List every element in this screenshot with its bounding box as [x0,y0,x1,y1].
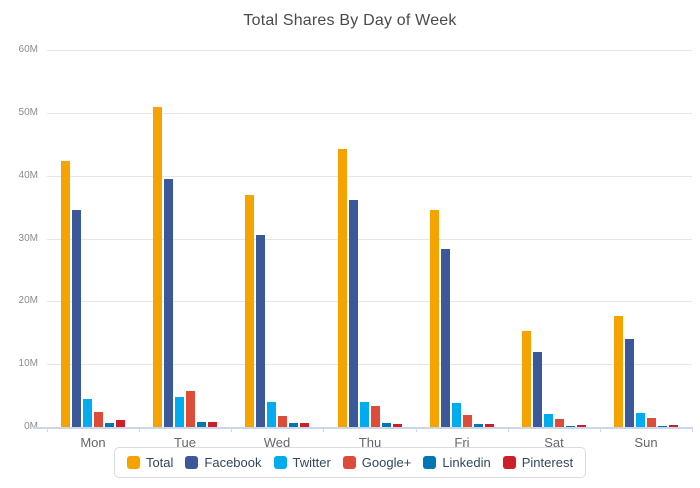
legend-swatch-icon [342,456,356,469]
bar-pinterest-wed[interactable] [300,423,309,427]
bar-facebook-tue[interactable] [164,179,173,427]
bar-linkedin-fri[interactable] [474,424,483,427]
gridline [47,301,692,302]
bar-total-sun[interactable] [614,316,623,427]
bar-facebook-sun[interactable] [625,339,634,427]
y-axis-label: 40M [18,170,38,181]
y-axis-label: 30M [18,233,38,244]
bar-twitter-sat[interactable] [544,414,553,427]
y-axis-label: 0M [24,421,38,432]
bar-pinterest-thu[interactable] [393,424,402,427]
x-axis-tick [231,428,232,432]
bar-googleplus-sun[interactable] [647,418,656,427]
bar-linkedin-sun[interactable] [658,426,667,427]
x-axis-tick [692,428,693,432]
legend-item-twitter[interactable]: Twitter [273,455,331,470]
legend-item-facebook[interactable]: Facebook [185,455,262,470]
legend-item-googleplus[interactable]: Google+ [342,455,412,470]
bar-googleplus-tue[interactable] [186,391,195,427]
x-axis-label-wed: Wed [263,435,291,450]
bar-googleplus-sat[interactable] [555,419,564,427]
bar-facebook-sat[interactable] [533,352,542,427]
bar-twitter-fri[interactable] [452,403,461,427]
legend-label: Pinterest [521,455,574,470]
bar-pinterest-sun[interactable] [669,425,678,427]
x-axis-tick [47,428,48,432]
legend-label: Total [145,455,174,470]
bar-facebook-mon[interactable] [72,210,81,427]
gridline [47,176,692,177]
legend-label: Twitter [292,455,331,470]
bar-total-sat[interactable] [522,331,531,427]
x-axis-line [33,427,693,429]
legend-swatch-icon [185,456,199,469]
bar-twitter-tue[interactable] [175,397,184,427]
x-axis-tick [323,428,324,432]
bar-linkedin-mon[interactable] [105,423,114,427]
legend-item-pinterest[interactable]: Pinterest [502,455,574,470]
legend: Total Facebook Twitter Google+ Linkedin Pinte… [0,447,700,478]
legend-label: Facebook [204,455,262,470]
bar-total-fri[interactable] [430,210,439,427]
legend-swatch-icon [273,456,287,469]
bar-total-thu[interactable] [338,149,347,427]
bar-linkedin-sat[interactable] [566,426,575,427]
legend-box: Total Facebook Twitter Google+ Linkedin Pinte… [113,447,587,478]
bar-twitter-thu[interactable] [360,402,369,427]
x-axis-label-thu: Thu [358,435,382,450]
x-axis-label-tue: Tue [174,435,196,450]
gridline [47,364,692,365]
bar-googleplus-fri[interactable] [463,415,472,427]
bar-googleplus-mon[interactable] [94,412,103,427]
legend-swatch-icon [126,456,140,469]
y-axis-label: 20M [18,295,38,306]
legend-item-linkedin[interactable]: Linkedin [423,455,491,470]
bar-facebook-fri[interactable] [441,249,450,427]
x-axis-label-mon: Mon [80,435,106,450]
x-axis-label-sun: Sun [634,435,658,450]
y-axis-label: 10M [18,358,38,369]
bar-pinterest-tue[interactable] [208,422,217,427]
bar-pinterest-sat[interactable] [577,425,586,427]
x-axis-tick [416,428,417,432]
legend-swatch-icon [423,456,437,469]
legend-item-total[interactable]: Total [126,455,174,470]
x-axis-tick [508,428,509,432]
y-axis-label: 60M [18,44,38,55]
bar-googleplus-thu[interactable] [371,406,380,427]
legend-label: Linkedin [442,455,491,470]
bar-total-wed[interactable] [245,195,254,427]
legend-swatch-icon [502,456,516,469]
bar-twitter-sun[interactable] [636,413,645,427]
bar-pinterest-mon[interactable] [116,420,125,427]
gridline [47,50,692,51]
bar-linkedin-thu[interactable] [382,423,391,427]
bar-linkedin-tue[interactable] [197,422,206,427]
chart-title: Total Shares By Day of Week [243,12,457,29]
bar-twitter-wed[interactable] [267,402,276,427]
gridline [47,239,692,240]
x-axis-tick [139,428,140,432]
bar-linkedin-wed[interactable] [289,423,298,427]
x-axis-label-fri: Fri [454,435,470,450]
bar-facebook-wed[interactable] [256,235,265,427]
legend-label: Google+ [361,455,412,470]
x-axis-label-sat: Sat [544,435,564,450]
bar-twitter-mon[interactable] [83,399,92,427]
x-axis-tick [600,428,601,432]
gridline [47,113,692,114]
bar-facebook-thu[interactable] [349,200,358,427]
y-axis-label: 50M [18,107,38,118]
bar-total-tue[interactable] [153,107,162,427]
bar-googleplus-wed[interactable] [278,416,287,427]
bar-total-mon[interactable] [61,161,70,427]
bar-pinterest-fri[interactable] [485,424,494,427]
